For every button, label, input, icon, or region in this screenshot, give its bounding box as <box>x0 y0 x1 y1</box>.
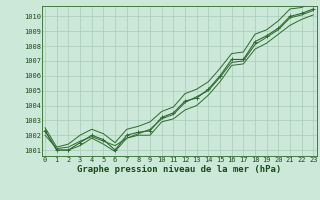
X-axis label: Graphe pression niveau de la mer (hPa): Graphe pression niveau de la mer (hPa) <box>77 165 281 174</box>
